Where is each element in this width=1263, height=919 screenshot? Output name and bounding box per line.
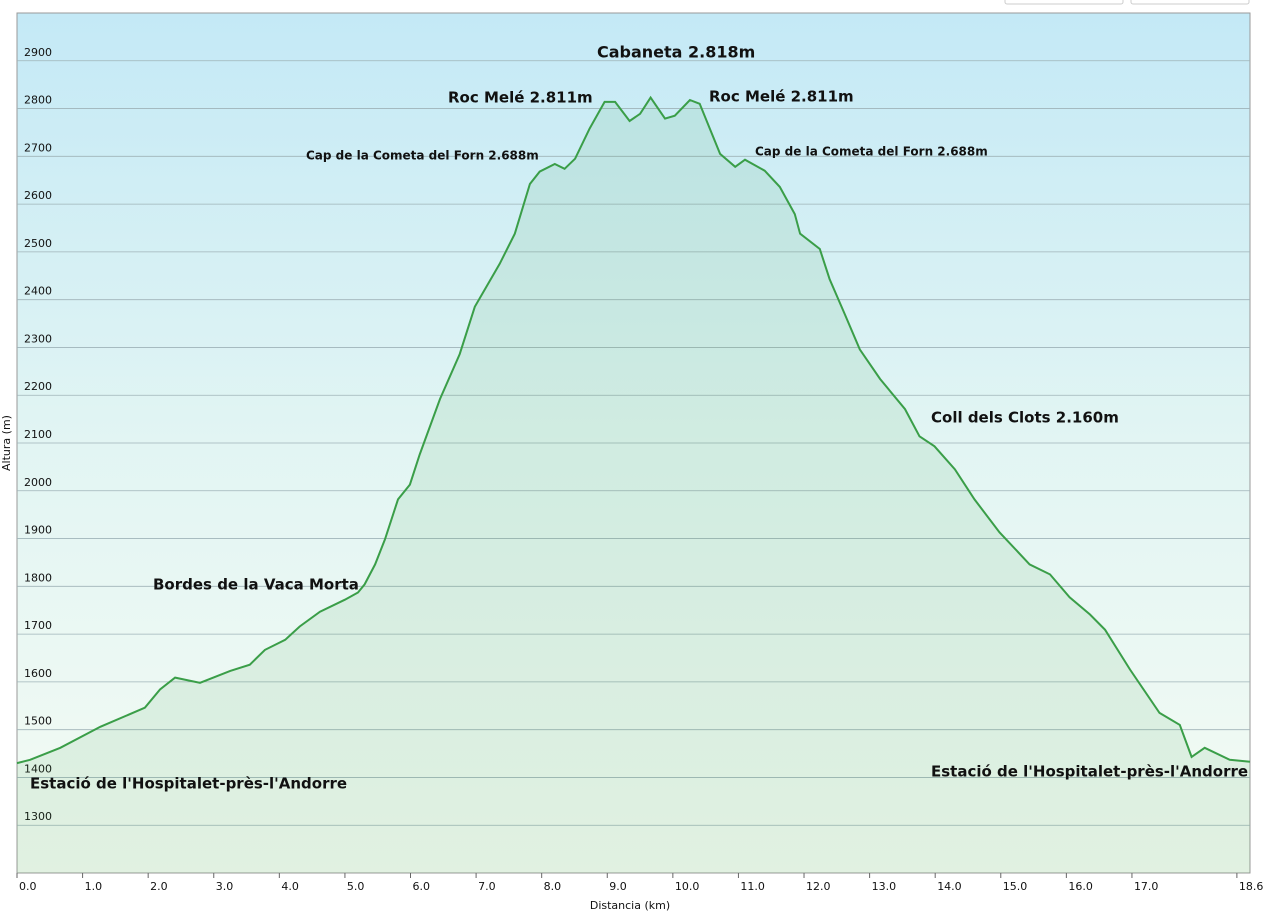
x-axis-label: Distancia (km) — [590, 899, 670, 912]
y-axis-label: Altura (m) — [0, 415, 13, 471]
x-tick-label: 8.0 — [544, 880, 562, 893]
x-tick-label: 16.0 — [1068, 880, 1093, 893]
y-tick-label: 2200 — [24, 380, 52, 393]
y-tick-label: 2900 — [24, 46, 52, 59]
elevation-line — [16, 95, 1251, 765]
annotation: Roc Melé 2.811m — [709, 88, 854, 106]
x-tick-label: 2.0 — [150, 880, 168, 893]
annotation: Estació de l'Hospitalet-près-l'Andorre — [30, 775, 347, 793]
x-tick-label: 1.0 — [85, 880, 103, 893]
y-tick-label: 2700 — [24, 141, 52, 154]
annotation: Bordes de la Vaca Morta — [153, 576, 359, 594]
y-tick-label: 1700 — [24, 619, 52, 632]
x-tick-label: 0.0 — [19, 880, 37, 893]
x-tick-label: 4.0 — [281, 880, 299, 893]
x-tick-label: 7.0 — [478, 880, 496, 893]
annotation: Estació de l'Hospitalet-près-l'Andorre — [931, 763, 1248, 781]
y-tick-label: 2300 — [24, 332, 52, 345]
annotation: Coll dels Clots 2.160m — [931, 409, 1119, 427]
y-tick-label: 2000 — [24, 476, 52, 489]
x-tick-label: 15.0 — [1003, 880, 1028, 893]
toolbar-button[interactable] — [1130, 0, 1250, 5]
y-tick-label: 1300 — [24, 810, 52, 823]
y-tick-label: 1600 — [24, 667, 52, 680]
x-tick-label: 14.0 — [937, 880, 962, 893]
y-tick-label: 1500 — [24, 715, 52, 728]
y-tick-label: 2500 — [24, 237, 52, 250]
y-tick-label: 2400 — [24, 285, 52, 298]
x-tick-label: 6.0 — [413, 880, 431, 893]
area-fill — [17, 97, 1250, 874]
x-tick-label: 9.0 — [609, 880, 627, 893]
y-tick-label: 2600 — [24, 189, 52, 202]
annotation: Roc Melé 2.811m — [448, 89, 593, 107]
x-tick-label: 12.0 — [806, 880, 831, 893]
y-tick-label: 1900 — [24, 524, 52, 537]
y-tick-label: 1400 — [24, 762, 52, 775]
y-tick-label: 2800 — [24, 94, 52, 107]
x-tick-label: 11.0 — [740, 880, 765, 893]
annotation: Cap de la Cometa del Forn 2.688m — [306, 149, 539, 163]
annotation: Cap de la Cometa del Forn 2.688m — [755, 145, 988, 159]
annotation: Cabaneta 2.818m — [597, 43, 755, 62]
y-tick-label: 1800 — [24, 571, 52, 584]
x-tick-label: 5.0 — [347, 880, 365, 893]
x-tick-label: 17.0 — [1134, 880, 1159, 893]
x-tick-label: 18.6 — [1239, 880, 1263, 893]
toolbar-button[interactable] — [1004, 0, 1124, 5]
x-tick-label: 3.0 — [216, 880, 234, 893]
y-tick-label: 2100 — [24, 428, 52, 441]
x-tick-label: 13.0 — [872, 880, 897, 893]
x-tick-label: 10.0 — [675, 880, 700, 893]
